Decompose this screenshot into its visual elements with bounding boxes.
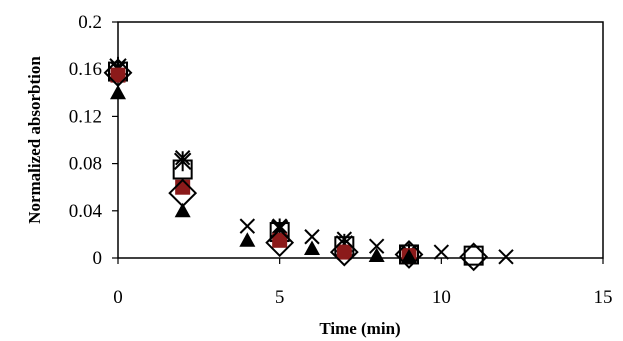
data-point-open-diamond bbox=[329, 237, 359, 267]
y-tick-label: 0.08 bbox=[69, 154, 102, 175]
x-axis-title: Time (min) bbox=[319, 319, 400, 338]
data-point-filled-triangle bbox=[239, 232, 256, 247]
x-tick-label: 5 bbox=[275, 287, 285, 308]
y-tick-label: 0.12 bbox=[69, 106, 102, 127]
data-point-x-cross bbox=[239, 218, 256, 234]
data-point-filled-square bbox=[110, 67, 126, 83]
y-axis-ticks: 0 0.04 0.08 0.12 0.16 0.2 bbox=[69, 12, 118, 269]
x-tick-label: 0 bbox=[113, 287, 123, 308]
data-point-open-diamond bbox=[168, 178, 198, 208]
data-point-x-cross bbox=[433, 244, 450, 260]
data-point-x-cross bbox=[368, 238, 385, 254]
y-tick-label: 0.04 bbox=[69, 201, 103, 222]
y-axis-title: Normalized absorbtion bbox=[25, 56, 44, 224]
data-point-filled-triangle bbox=[401, 248, 417, 264]
y-tick-label: 0.16 bbox=[69, 59, 102, 80]
plot-area bbox=[117, 21, 604, 259]
x-tick-label: 10 bbox=[432, 287, 451, 308]
data-point-filled-triangle bbox=[174, 202, 191, 218]
data-points bbox=[103, 56, 514, 272]
data-point-open-diamond bbox=[103, 58, 133, 88]
y-tick-label: 0.2 bbox=[78, 12, 102, 33]
data-point-open-diamond bbox=[265, 228, 295, 258]
data-point-filled-triangle bbox=[304, 240, 320, 255]
data-point-filled-triangle bbox=[110, 84, 126, 100]
data-point-filled-square bbox=[272, 232, 288, 248]
data-point-x-cross bbox=[304, 229, 320, 245]
data-point-filled-square bbox=[336, 244, 352, 260]
data-point-filled-square bbox=[175, 179, 191, 195]
data-point-x-cross bbox=[498, 249, 514, 265]
y-tick-label: 0 bbox=[93, 248, 103, 269]
x-axis-ticks: 0 5 10 15 bbox=[113, 258, 613, 308]
data-point-open-diamond bbox=[394, 240, 424, 269]
data-point-open-square bbox=[463, 245, 484, 266]
data-point-asterisk bbox=[173, 151, 192, 172]
data-point-open-diamond bbox=[459, 242, 489, 272]
data-point-filled-triangle bbox=[368, 247, 385, 263]
x-tick-label: 15 bbox=[594, 287, 613, 308]
